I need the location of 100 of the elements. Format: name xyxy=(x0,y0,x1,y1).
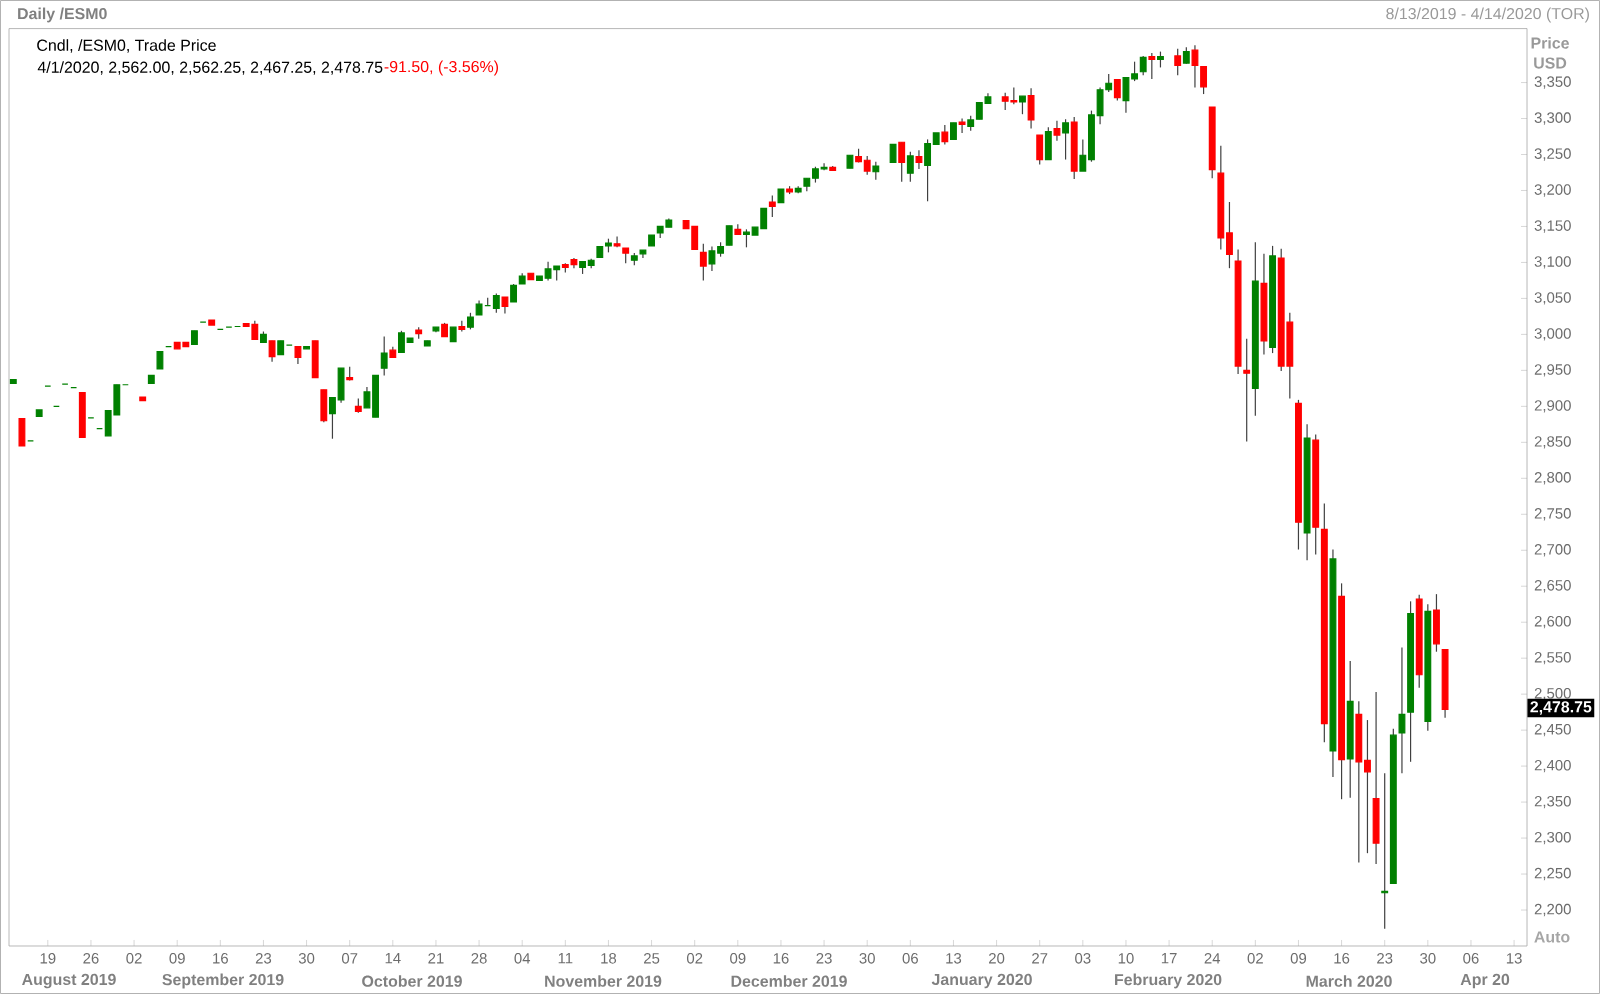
y-tick-label: 3,100 xyxy=(1534,256,1571,269)
x-tick-label: 16 xyxy=(213,953,228,964)
x-tick-label: 26 xyxy=(83,953,99,964)
y-tick-label: 2,700 xyxy=(1534,544,1571,557)
y-tick-label: 2,350 xyxy=(1534,795,1571,809)
y-tick-label: 2,500 xyxy=(1534,687,1571,701)
y-tick-label: 2,750 xyxy=(1534,508,1571,521)
y-tick-label: 3,050 xyxy=(1534,292,1571,305)
candlestick xyxy=(924,138,932,202)
x-tick-label: 28 xyxy=(471,953,487,964)
y-tick-label: 2,850 xyxy=(1534,436,1571,449)
x-tick-label: 09 xyxy=(169,953,185,964)
y-tick-label: 2,800 xyxy=(1534,472,1571,485)
candlestick xyxy=(863,155,871,176)
text: September 2019 xyxy=(162,973,284,989)
candlestick xyxy=(1364,719,1371,854)
x-tick-label: 23 xyxy=(816,953,832,964)
x-tick-label: 04 xyxy=(514,953,531,964)
candlestick xyxy=(708,246,716,272)
chart-subtitle: 8/13/2019 - 4/14/2020 (TOR) xyxy=(1386,7,1589,23)
candlestick xyxy=(363,386,371,409)
y-tick-label: 3,150 xyxy=(1534,220,1571,233)
x-tick-label: 20 xyxy=(989,953,1005,964)
y-axis-title: Price USD xyxy=(1531,37,1569,69)
text: March 2020 xyxy=(1306,975,1392,987)
x-tick-label: 10 xyxy=(1118,953,1134,964)
x-tick-label: 27 xyxy=(1032,953,1048,964)
candlestick xyxy=(380,335,388,377)
candlestick xyxy=(699,243,707,282)
candlestick xyxy=(268,340,276,363)
y-tick-label: 3,350 xyxy=(1534,76,1571,89)
x-tick-label: 16 xyxy=(773,953,789,964)
candlestick xyxy=(1079,138,1087,172)
x-tick-label: 16 xyxy=(1334,953,1350,964)
x-tick-label: 30 xyxy=(298,953,315,964)
y-tick-label: 2,200 xyxy=(1534,903,1571,917)
text: November 2019 xyxy=(545,975,662,987)
candlestick xyxy=(1398,646,1406,774)
text: August 2019 xyxy=(22,973,116,989)
candlestick xyxy=(1122,76,1130,114)
y-tick-label: 3,000 xyxy=(1534,328,1571,341)
candlestick xyxy=(1062,118,1070,161)
x-tick-label: 19 xyxy=(40,953,56,964)
annotation: -91.50, (-3.56%) xyxy=(384,60,499,76)
candlestick xyxy=(1131,61,1139,82)
text: 2,478.75 xyxy=(1530,701,1592,715)
candlestick xyxy=(1200,66,1208,95)
y-tick-label: 2,900 xyxy=(1534,400,1571,413)
x-tick-label: 30 xyxy=(1420,953,1436,964)
candlestick xyxy=(1191,44,1199,89)
y-tick-label: 2,450 xyxy=(1534,723,1571,737)
x-tick-label: 09 xyxy=(730,953,746,964)
y-tick-label: 3,250 xyxy=(1534,148,1571,161)
y-tick-label: 2,950 xyxy=(1534,364,1571,377)
x-tick-label: 03 xyxy=(1075,953,1091,964)
x-tick-label: 11 xyxy=(558,953,573,964)
x-tick-label: 23 xyxy=(255,953,272,964)
x-tick-label: 13 xyxy=(946,953,962,964)
text: February 2020 xyxy=(1115,973,1222,989)
x-tick-label: 06 xyxy=(902,953,918,964)
candlestick xyxy=(1243,338,1251,443)
annotation: Cndl, /ESM0, Trade Price xyxy=(37,39,216,53)
candlestick xyxy=(915,149,923,170)
x-tick-label: 02 xyxy=(1247,953,1263,964)
y-tick-label: 2,650 xyxy=(1534,580,1571,593)
candlestick xyxy=(768,194,776,218)
candlestick xyxy=(492,292,500,314)
x-tick-label: 02 xyxy=(126,953,142,964)
x-tick-label: 23 xyxy=(1377,953,1393,964)
candlestick xyxy=(328,397,336,440)
x-tick-label: 14 xyxy=(385,953,401,964)
text: January 2020 xyxy=(931,973,1032,989)
y-tick-label: 2,600 xyxy=(1534,616,1571,629)
annotation: 4/1/2020, 2,562.00, 2,562.25, 2,467.25, 2,478.75 xyxy=(37,61,383,75)
candlestick xyxy=(725,225,733,246)
y-tick-label: 3,200 xyxy=(1534,184,1571,197)
x-tick-label: 02 xyxy=(686,953,703,964)
x-tick-label: 07 xyxy=(341,953,358,964)
y-tick-label: 2,250 xyxy=(1534,867,1571,881)
chart-title: Daily /ESM0 xyxy=(18,7,107,23)
text: December 2019 xyxy=(731,975,847,987)
candlestick xyxy=(906,151,914,183)
candlestick xyxy=(941,124,949,146)
y-tick-label: 2,550 xyxy=(1534,652,1571,665)
candlestick xyxy=(1139,55,1147,76)
x-tick-label: 09 xyxy=(1290,953,1307,964)
candlestick xyxy=(1226,201,1233,269)
x-tick-label: 25 xyxy=(644,953,660,964)
candlestick xyxy=(1148,52,1156,80)
x-tick-label: 18 xyxy=(601,953,617,964)
candlestick xyxy=(613,235,621,248)
x-tick-label: 24 xyxy=(1204,953,1221,964)
y-tick-label: 3,300 xyxy=(1534,112,1571,125)
x-tick-label: 30 xyxy=(859,953,875,964)
y-tick-label: 2,300 xyxy=(1534,831,1571,845)
text: Apr 20 xyxy=(1460,973,1510,989)
x-tick-label: 17 xyxy=(1161,953,1177,964)
candlestick xyxy=(958,117,966,134)
candlestick xyxy=(1053,120,1061,142)
candlestick xyxy=(1174,48,1182,76)
